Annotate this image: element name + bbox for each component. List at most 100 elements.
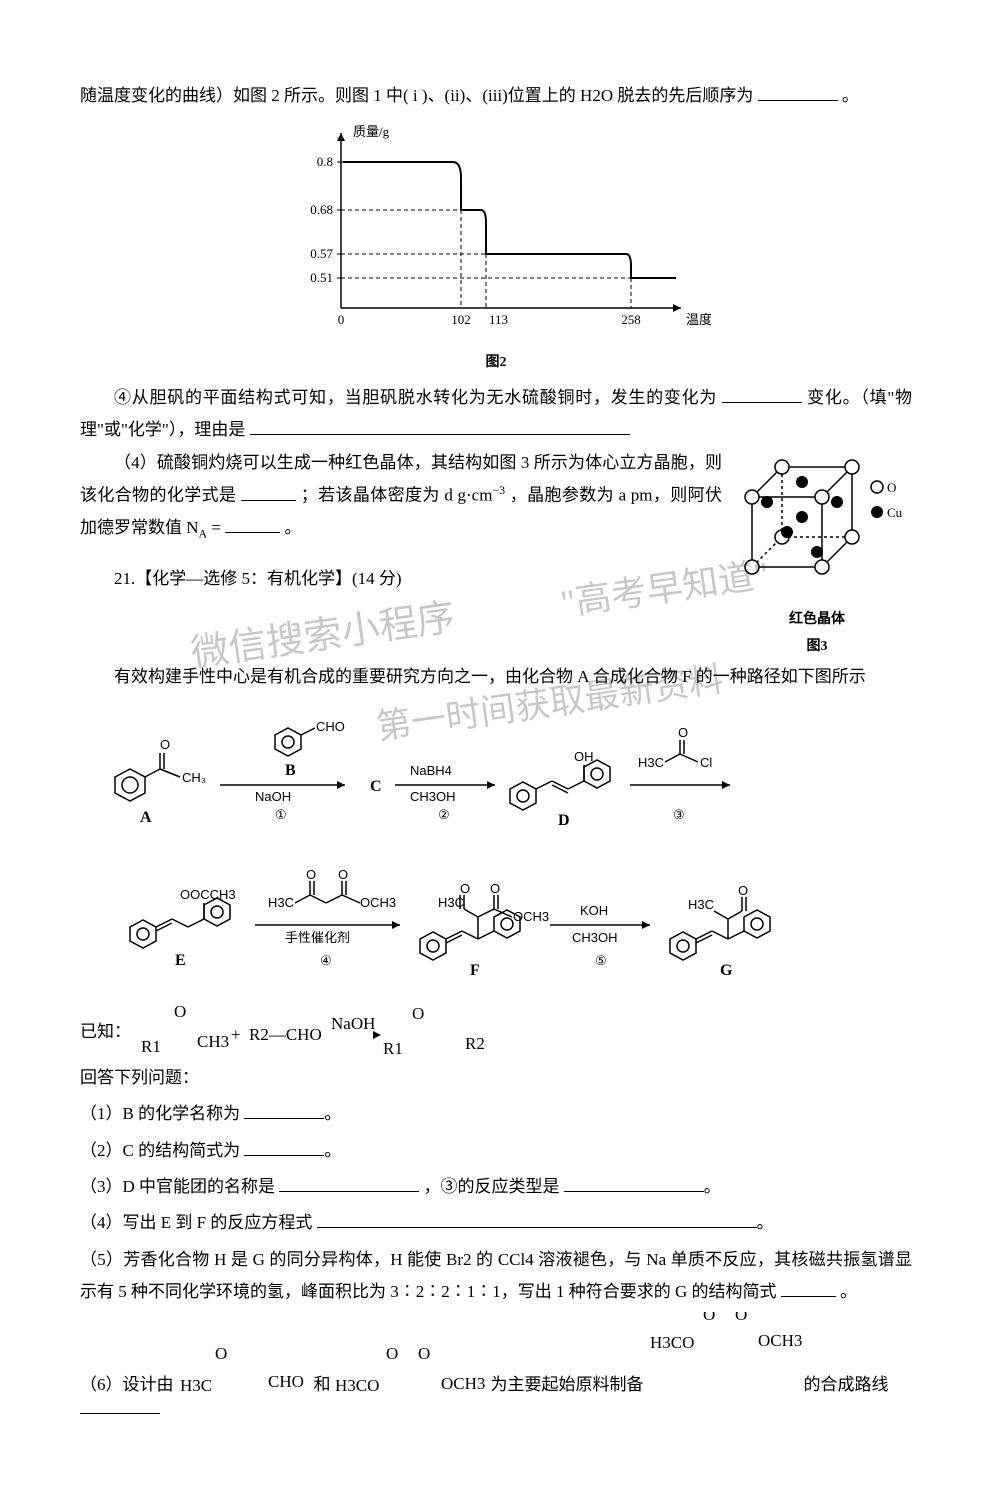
label-A: A (140, 809, 152, 826)
q-6: （6）设计由 H3C O CHO 和 (80, 1312, 912, 1413)
label-C: C (370, 778, 382, 795)
blank (244, 1103, 324, 1119)
punct: 。 (324, 1141, 341, 1160)
text: ；若该晶体密度为 d g·cm (301, 486, 493, 505)
r3r: Cl (700, 755, 712, 770)
q21-intro: 有效构建手性中心是有机合成的重要研究方向之一，由化合物 A 合成化合物 F 的一… (80, 661, 912, 693)
svg-text:OCH3: OCH3 (758, 1331, 802, 1350)
blank (80, 1397, 160, 1413)
svg-text:O: O (460, 881, 470, 896)
r1b: R1 (383, 1039, 403, 1058)
text: 为主要起始原料制备 (491, 1373, 644, 1397)
g1: H3C (688, 897, 714, 912)
reagent2a: NaBH4 (410, 763, 452, 778)
q-5: （5）芳香化合物 H 是 G 的同分异构体，H 能使 Br2 的 CCl4 溶液… (80, 1244, 912, 1309)
q-2: （2）C 的结构简式为 。 (80, 1135, 912, 1167)
target: H3CO OO OCH3 (644, 1312, 804, 1397)
svg-text:CHO: CHO (268, 1372, 304, 1391)
sm2: H3CO OO OCH3 (331, 1347, 491, 1397)
intro-line: 随温度变化的曲线）如图 2 所示。则图 1 中( i )、(ii)、(iii)位… (80, 80, 912, 112)
text: （3）D 中官能团的名称是 (80, 1177, 275, 1196)
r2b: R2 (465, 1034, 485, 1053)
legend-cu: Cu (887, 505, 902, 520)
svg-text:H3CO: H3CO (335, 1376, 379, 1395)
punct: 。 (757, 1213, 774, 1232)
f1: H3C (438, 895, 464, 910)
step4: ④ (320, 953, 332, 968)
svg-text:+: + (231, 1025, 241, 1044)
r4l: H3C (268, 895, 294, 910)
punct: 。 (704, 1177, 721, 1196)
label-B: B (285, 762, 296, 779)
ytick: 0.51 (310, 270, 333, 285)
ytick: 0.68 (310, 202, 333, 217)
label-F: F (470, 962, 480, 977)
oh: OH (574, 749, 594, 764)
r3l: H3C (638, 755, 664, 770)
text: （6）设计由 (80, 1373, 174, 1397)
r4o2: O (338, 867, 348, 882)
chiral: 手性催化剂 (285, 930, 350, 945)
r4r: OCH3 (360, 895, 396, 910)
q-4: （4）写出 E 到 F 的反应方程式 。 (80, 1207, 912, 1239)
crystal-caption-red: 红色晶体 (722, 607, 912, 634)
answer-head: 回答下列问题： (80, 1062, 912, 1094)
blank (722, 387, 802, 403)
intro-text: 随温度变化的曲线）如图 2 所示。则图 1 中( i )、(ii)、(iii)位… (80, 86, 753, 105)
text: 和 (314, 1373, 331, 1397)
svg-text:O: O (160, 737, 170, 752)
blank (250, 419, 630, 435)
ytick: 0.57 (310, 246, 333, 261)
blank (244, 1139, 324, 1155)
chart-caption: 图2 (281, 350, 711, 377)
blank (317, 1212, 757, 1228)
q3-4: ④从胆矾的平面结构式可知，当胆矾脱水转化为无水硫酸铜时，发生的变化为 变化。（填… (80, 382, 912, 447)
svg-text:O: O (490, 881, 500, 896)
text: 的合成路线 (804, 1373, 889, 1397)
CHO: CHO (316, 719, 345, 734)
q-1: （1）B 的化学名称为 。 (80, 1098, 912, 1130)
text: （2）C 的结构简式为 (80, 1141, 240, 1160)
text: 。 (284, 518, 301, 537)
q21-head: 21.【化学—选修 5：有机化学】(14 分) (80, 563, 722, 595)
q4-text: （4）硫酸铜灼烧可以生成一种红色晶体，其结构如图 3 所示为体心立方晶胞，则该化… (80, 447, 722, 545)
blank (758, 85, 838, 101)
crystal-caption-fig: 图3 (722, 634, 912, 661)
known-line: 已知： R1 O CH3 + R2—CHO NaOH R1 O (80, 1002, 912, 1062)
x-axis-label: 温度/℃ (686, 312, 711, 327)
sm1: H3C O CHO (174, 1347, 314, 1397)
svg-text:O: O (174, 1002, 186, 1021)
legend-o: O (887, 480, 896, 495)
sup: −3 (492, 483, 505, 497)
blank (781, 1281, 836, 1297)
label-G: G (720, 962, 733, 977)
xtick: 113 (489, 312, 508, 327)
svg-text:0: 0 (338, 312, 345, 327)
blank (241, 484, 296, 500)
reagent1: NaOH (255, 789, 291, 804)
text: ，③的反应类型是 (424, 1177, 560, 1196)
text: （1）B 的化学名称为 (80, 1104, 240, 1123)
step2: ② (438, 807, 450, 822)
xtick: 102 (451, 312, 471, 327)
svg-text:H3CO: H3CO (650, 1333, 694, 1352)
label-D: D (558, 812, 570, 829)
blank (225, 517, 280, 533)
r5b: CH3OH (572, 930, 618, 945)
r4o: O (306, 867, 316, 882)
r3O: O (678, 725, 688, 740)
text: = (211, 518, 221, 537)
crystal-figure: O Cu 红色晶体 图3 (722, 447, 912, 661)
svg-text:O: O (215, 1347, 227, 1363)
y-axis-label: 质量/g (353, 124, 390, 139)
svg-text:OCH3: OCH3 (441, 1374, 485, 1393)
text: （4）写出 E 到 F 的反应方程式 (80, 1213, 312, 1232)
punct: 。 (324, 1104, 341, 1123)
ytick: 0.8 (317, 154, 333, 169)
reagent2b: CH3OH (410, 789, 456, 804)
svg-text:O: O (703, 1312, 715, 1324)
svg-text:O: O (738, 883, 748, 898)
svg-text:O: O (412, 1004, 424, 1023)
svg-text:O: O (386, 1347, 398, 1363)
r5a: KOH (580, 903, 608, 918)
